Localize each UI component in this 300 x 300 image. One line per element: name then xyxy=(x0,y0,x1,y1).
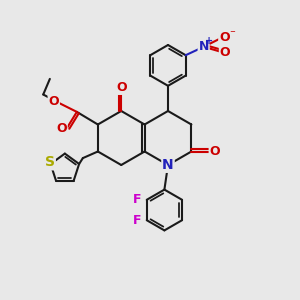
Text: +: + xyxy=(205,35,213,46)
Text: S: S xyxy=(45,155,55,170)
Text: O: O xyxy=(56,122,67,135)
Text: F: F xyxy=(133,193,141,206)
Text: O: O xyxy=(219,31,230,44)
Text: ⁻: ⁻ xyxy=(229,29,235,39)
Text: N: N xyxy=(162,158,174,172)
Text: F: F xyxy=(133,214,141,227)
Text: O: O xyxy=(48,95,59,108)
Text: N: N xyxy=(199,40,209,53)
Text: O: O xyxy=(220,46,230,59)
Text: O: O xyxy=(209,145,220,158)
Text: O: O xyxy=(116,81,127,94)
